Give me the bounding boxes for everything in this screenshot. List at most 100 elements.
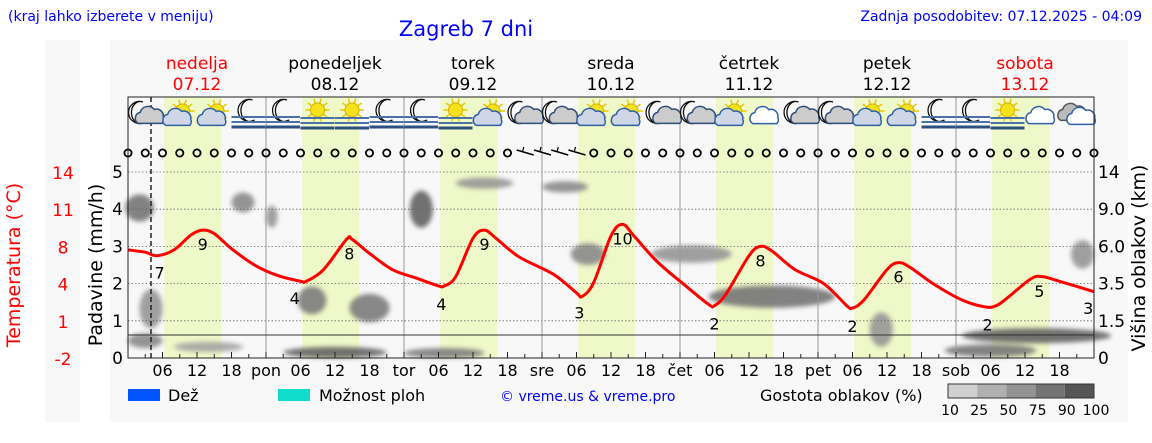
cloud-blob <box>542 181 588 193</box>
x-tick-label: 06 <box>428 361 448 380</box>
cloud-blob <box>708 285 836 308</box>
sun-ray <box>1012 113 1018 118</box>
cloud-height-tick-label: 9.0 <box>1098 200 1125 220</box>
calm-wind-icon <box>226 148 236 158</box>
density-scale-label: 100 <box>1083 403 1110 419</box>
x-tick-label: tor <box>393 361 416 380</box>
x-tick-label: 12 <box>601 361 621 380</box>
wind-barb-flag <box>573 146 577 152</box>
temp-tick-label: 8 <box>58 238 69 258</box>
calm-wind-icon <box>968 148 978 158</box>
calm-wind-icon <box>1037 148 1047 158</box>
moon-shape <box>409 98 428 123</box>
wind-barb-flag <box>539 146 542 152</box>
calm-wind-icon <box>416 148 426 158</box>
x-tick-label: 12 <box>739 361 759 380</box>
calm-wind-icon <box>934 148 944 158</box>
cloud-blob <box>349 293 390 323</box>
cloud-shape <box>652 105 682 125</box>
density-scale-frame <box>947 383 1095 399</box>
calm-wind-icon <box>140 148 150 158</box>
temp-tick-label: 11 <box>52 201 74 221</box>
moon-fog-icon <box>404 98 438 129</box>
overcast-icon <box>1057 102 1096 126</box>
sun-ray <box>636 103 642 108</box>
cloud-blob <box>455 177 514 189</box>
menu-hint[interactable]: (kraj lahko izberete v meniju) <box>8 9 214 25</box>
wind-barb-icon <box>533 149 552 156</box>
x-tick-label: sob <box>942 361 970 380</box>
sun-ray <box>456 98 460 104</box>
sun-ray <box>307 102 313 107</box>
day-date: 13.12 <box>1001 75 1050 95</box>
page-title: Zagreb 7 dni <box>399 17 533 41</box>
copyright-link[interactable]: © vreme.us & vreme.pro <box>500 389 675 405</box>
cloud-height-tick-label: 14 <box>1098 163 1120 183</box>
x-tick-label: pet <box>805 361 831 380</box>
cloud-density-legend-label: Gostota oblakov (%) <box>760 386 923 405</box>
cloud-shape <box>576 107 606 127</box>
moon-shape <box>961 98 980 123</box>
temp-tick-label: 4 <box>58 276 69 296</box>
calm-wind-icon <box>865 148 875 158</box>
calm-wind-icon <box>1020 148 1030 158</box>
density-swatch <box>1035 384 1065 398</box>
calm-wind-icon <box>779 148 789 158</box>
day-date: 12.12 <box>863 75 912 95</box>
calm-wind-icon <box>451 148 461 158</box>
cloud-shape <box>472 107 503 127</box>
moon-fog-icon <box>231 98 266 129</box>
x-tick-label: 12 <box>325 361 345 380</box>
day-name: sreda <box>587 54 634 74</box>
wind-barb-icon <box>516 149 534 156</box>
calm-wind-icon <box>313 148 323 158</box>
cloud-shape <box>162 107 192 127</box>
x-tick-label: pon <box>251 361 281 380</box>
sun-ray <box>592 99 596 105</box>
cloud-shape <box>196 107 227 127</box>
sun-disc <box>344 102 360 118</box>
sun-ray <box>187 103 193 108</box>
calm-wind-icon <box>468 148 478 158</box>
calm-wind-icon <box>244 148 254 158</box>
sun-ray <box>1012 102 1018 107</box>
temperature-label: 3 <box>1083 299 1093 318</box>
rain-legend-label: Dež <box>168 386 199 405</box>
cloud-shape <box>514 105 544 125</box>
daylight-band <box>440 97 498 358</box>
day-name: četrtek <box>719 54 780 74</box>
calm-wind-icon <box>710 148 720 158</box>
calm-wind-icon <box>830 148 840 158</box>
temperature-label: 2 <box>847 317 857 336</box>
calm-wind-icon <box>848 148 858 158</box>
x-tick-label: 06 <box>704 361 724 380</box>
calm-wind-icon <box>295 148 305 158</box>
temperature-label: 7 <box>155 264 165 283</box>
sun-ray <box>586 103 592 108</box>
sun-ray <box>460 102 466 107</box>
moon-shape <box>375 98 393 123</box>
calm-wind-icon <box>761 148 771 158</box>
sun-ray <box>908 99 912 105</box>
moon-cloud-icon <box>783 100 820 125</box>
calm-wind-icon <box>606 148 616 158</box>
density-scale-label: 25 <box>970 403 988 419</box>
moon-cloud-icon <box>507 100 544 125</box>
sun-ray <box>1003 98 1007 104</box>
density-swatch <box>948 384 978 398</box>
calm-wind-icon <box>364 148 374 158</box>
density-swatch <box>1064 384 1094 398</box>
moon-fog-icon <box>369 98 404 129</box>
cloud-shape <box>714 107 744 127</box>
x-tick-label: 12 <box>1015 361 1035 380</box>
moon-cloud-icon <box>541 100 579 125</box>
temperature-label: 9 <box>479 235 489 254</box>
x-tick-label: 06 <box>566 361 586 380</box>
calm-wind-icon <box>641 148 651 158</box>
sun-ray <box>357 113 363 118</box>
cloud-blob <box>944 344 1037 357</box>
sun-ray <box>322 113 328 118</box>
cloud-blob <box>869 312 893 347</box>
sun-ray <box>902 99 906 105</box>
